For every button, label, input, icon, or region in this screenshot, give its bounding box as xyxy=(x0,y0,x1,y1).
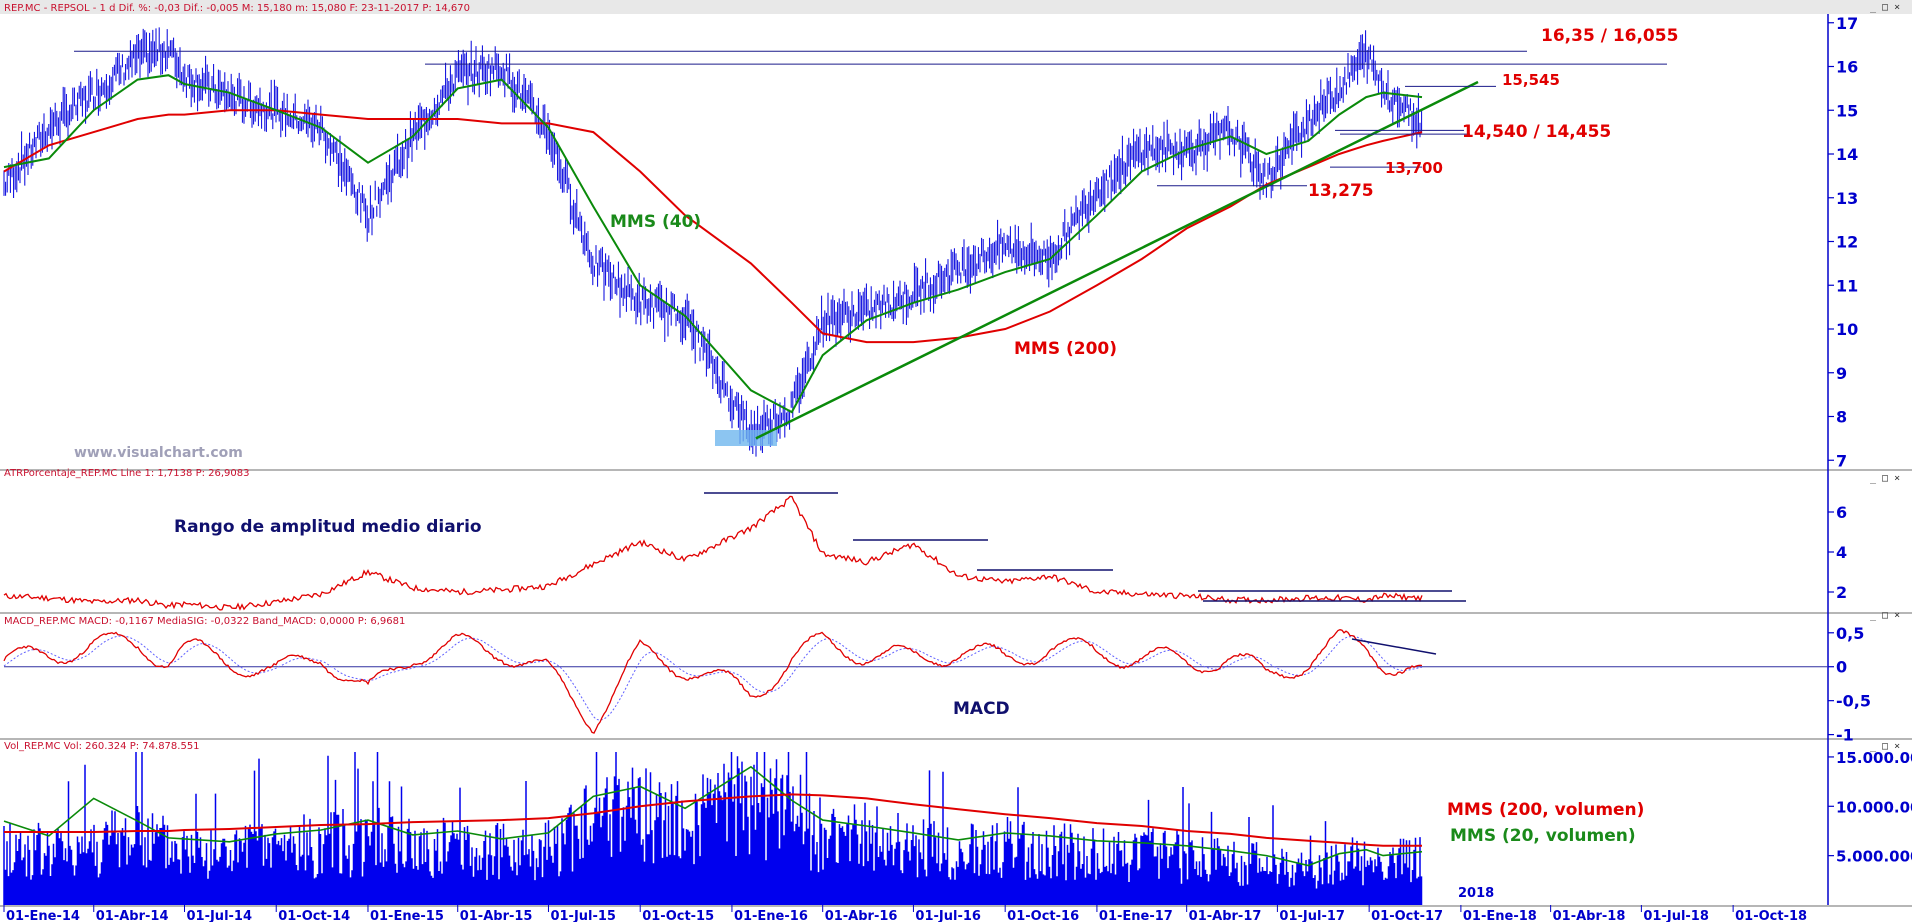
price-y-tick-4: 11 xyxy=(1836,276,1858,295)
x-tick-1: 01-Abr-14 xyxy=(96,909,169,922)
x-tick-6: 01-Jul-15 xyxy=(550,909,616,922)
price-y-tick-5: 12 xyxy=(1836,233,1858,252)
level-label-15545: 15,545 xyxy=(1502,71,1560,89)
atr-y-tick-2: 6 xyxy=(1836,503,1847,522)
macd-y-tick-3: -1 xyxy=(1836,726,1854,745)
price-y-tick-8: 15 xyxy=(1836,101,1858,120)
price-y-tick-9: 16 xyxy=(1836,58,1858,77)
atr-y-tick-1: 4 xyxy=(1836,543,1847,562)
price-header: REP.MC - REPSOL - 1 d Dif. %: -0,03 Dif.… xyxy=(4,3,470,14)
price-y-tick-10: 17 xyxy=(1836,14,1858,33)
sma40-label: MMS (40) xyxy=(610,212,701,232)
macd-line xyxy=(3,629,1423,734)
volume-bars xyxy=(3,752,1423,905)
watermark: www.visualchart.com xyxy=(74,445,243,461)
level-label-14540: 14,540 / 14,455 xyxy=(1462,122,1611,142)
volume-y-tick-1: 10.000.000 xyxy=(1836,798,1912,816)
price-plot xyxy=(3,27,1667,457)
price-bars xyxy=(3,27,1423,457)
price-y-tick-7: 14 xyxy=(1836,145,1858,164)
price-bars-path xyxy=(3,27,1423,457)
macd-label: MACD xyxy=(953,699,1010,719)
x-tick-5: 01-Abr-15 xyxy=(460,909,533,922)
atr-header: ATRPorcentaje_REP.MC Line 1: 1,7138 P: 2… xyxy=(4,468,250,479)
x-tick-8: 01-Ene-16 xyxy=(734,909,808,922)
x-tick-7: 01-Oct-15 xyxy=(642,909,714,922)
sma40-line xyxy=(3,74,1423,414)
x-tick-16: 01-Ene-18 xyxy=(1463,909,1537,922)
macd-plot xyxy=(3,629,1828,734)
x-tick-10: 01-Jul-16 xyxy=(915,909,981,922)
macd-divergence-line xyxy=(1351,638,1437,655)
price-y-tick-3: 10 xyxy=(1836,320,1858,339)
x-tick-14: 01-Jul-17 xyxy=(1279,909,1345,922)
atr-line xyxy=(3,495,1423,611)
price-window-buttons[interactable]: _ □ × xyxy=(1870,2,1900,13)
macd-y-tick-0: 0,5 xyxy=(1836,624,1864,643)
price-y-tick-1: 8 xyxy=(1836,408,1847,427)
macd-y-tick-2: -0,5 xyxy=(1836,692,1871,711)
x-tick-13: 01-Abr-17 xyxy=(1189,909,1262,922)
price-y-tick-2: 9 xyxy=(1836,364,1847,383)
low-highlight xyxy=(715,430,777,446)
level-label-top: 16,35 / 16,055 xyxy=(1541,26,1678,46)
x-tick-18: 01-Jul-18 xyxy=(1643,909,1709,922)
volume-sma20-label: MMS (20, volumen) xyxy=(1450,826,1636,846)
x-tick-4: 01-Ene-15 xyxy=(370,909,444,922)
volume-header: Vol_REP.MC Vol: 260.324 P: 74.878.551 xyxy=(4,741,200,752)
atr-plot xyxy=(3,492,1466,611)
atr-label: Rango de amplitud medio diario xyxy=(174,517,482,537)
level-label-13275: 13,275 xyxy=(1308,181,1374,201)
x-tick-17: 01-Abr-18 xyxy=(1553,909,1626,922)
macd-y-tick-1: 0 xyxy=(1836,658,1847,677)
volume-y-tick-0: 5.000.000 xyxy=(1836,848,1912,866)
price-y-tick-0: 7 xyxy=(1836,451,1847,470)
volume-sma200-line xyxy=(4,793,1422,847)
macd-header: MACD_REP.MC MACD: -0,1167 MediaSIG: -0,0… xyxy=(4,616,405,627)
volume-plot xyxy=(3,752,1423,905)
x-tick-15: 01-Oct-17 xyxy=(1371,909,1443,922)
atr-window-buttons[interactable]: _ □ × xyxy=(1870,473,1900,484)
price-header-bar xyxy=(0,0,1912,14)
x-tick-2: 01-Jul-14 xyxy=(186,909,252,922)
x-tick-9: 01-Abr-16 xyxy=(825,909,898,922)
volume-sma200-label: MMS (200, volumen) xyxy=(1447,800,1644,820)
x-tick-0: 01-Ene-14 xyxy=(6,909,80,922)
x-tick-19: 01-Oct-18 xyxy=(1735,909,1807,922)
price-y-tick-6: 13 xyxy=(1836,189,1858,208)
sma200-label: MMS (200) xyxy=(1014,339,1117,359)
volume-sma20-line xyxy=(3,765,1423,867)
atr-y-tick-0: 2 xyxy=(1836,583,1847,602)
x-tick-11: 01-Oct-16 xyxy=(1007,909,1079,922)
x-tick-12: 01-Ene-17 xyxy=(1099,909,1173,922)
x-tick-3: 01-Oct-14 xyxy=(278,909,350,922)
year-label-2018: 2018 xyxy=(1458,886,1494,901)
volume-y-tick-2: 15.000.000 xyxy=(1836,749,1912,767)
level-label-13700: 13,700 xyxy=(1385,159,1443,177)
macd-window-buttons[interactable]: _ □ × xyxy=(1870,610,1900,621)
trendline xyxy=(755,80,1479,440)
y-axes: 7 8 9 10 11 12 13 14 15 16 17 2 4 6 0,5 0 -0,5 -1 5.000.00… xyxy=(1828,14,1912,866)
x-axis: 01-Ene-14 01-Abr-14 01-Jul-14 01-Oct-14 01-E… xyxy=(3,905,1807,922)
panel-frames xyxy=(0,14,1912,907)
volume-window-buttons[interactable]: _ □ × xyxy=(1870,741,1900,752)
